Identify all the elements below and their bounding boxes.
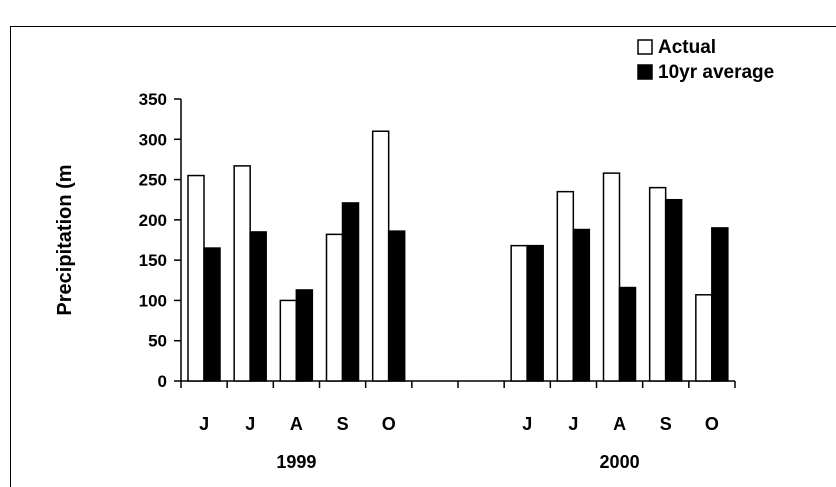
bar-actual: [695, 294, 713, 382]
x-tick-label: A: [290, 414, 303, 434]
bar-10yr-average: [249, 231, 267, 382]
x-tick-label: S: [337, 414, 349, 434]
legend-label-actual: Actual: [658, 37, 716, 58]
legend-swatch-10yr-average: [637, 64, 653, 80]
bar-actual: [556, 190, 575, 382]
x-tick-label: J: [568, 414, 578, 434]
bar-actual: [187, 174, 205, 382]
bar-10yr-average: [618, 286, 637, 382]
legend-swatch-actual: [637, 39, 653, 55]
x-tick-label: O: [382, 414, 396, 434]
bar-10yr-average: [295, 289, 314, 382]
bar-10yr-average: [664, 198, 683, 382]
legend-label-10yr-average: 10yr average: [658, 62, 774, 83]
bar-10yr-average: [387, 230, 406, 382]
y-tick-label: 250: [139, 171, 167, 190]
bar-actual: [510, 244, 528, 382]
y-tick-label: 50: [148, 332, 167, 351]
bar-actual: [279, 299, 298, 382]
bar-10yr-average: [341, 202, 360, 382]
x-tick-label: J: [522, 414, 532, 434]
x-tick-label: A: [613, 414, 626, 434]
year-group-label: 2000: [600, 452, 640, 472]
bar-10yr-average: [572, 228, 591, 382]
chart-frame: [10, 26, 836, 487]
x-tick-label: J: [199, 414, 209, 434]
y-axis-label: Precipitation (m: [54, 164, 76, 315]
y-tick-label: 350: [139, 90, 167, 109]
bar-actual: [371, 130, 390, 382]
bar-10yr-average: [526, 244, 544, 382]
y-tick-label: 0: [158, 372, 167, 391]
bar-10yr-average: [203, 247, 221, 382]
year-group-label: 1999: [276, 452, 316, 472]
bar-actual: [325, 233, 344, 382]
y-tick-label: 300: [139, 130, 167, 149]
x-tick-label: J: [245, 414, 255, 434]
x-tick-label: O: [705, 414, 719, 434]
bar-actual: [602, 172, 621, 382]
bar-actual: [648, 186, 667, 382]
y-tick-label: 200: [139, 211, 167, 230]
y-tick-label: 100: [139, 291, 167, 310]
bar-10yr-average: [711, 227, 729, 382]
bar-actual: [233, 165, 251, 382]
y-tick-label: 150: [139, 251, 167, 270]
x-tick-label: S: [660, 414, 672, 434]
legend: Actual 10yr average: [637, 37, 774, 83]
